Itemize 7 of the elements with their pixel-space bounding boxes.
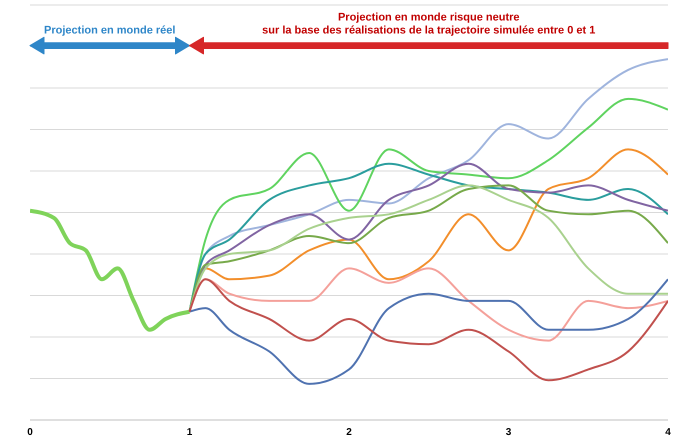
x-tick-label: 1 (186, 427, 193, 438)
x-tick-label: 3 (506, 427, 512, 438)
text: Projection en monde risque neutre sur la base des réalisations de la trajectoire simulée entre 0 et 1 (262, 11, 596, 36)
x-tick-label: 0 (27, 427, 34, 438)
x-tick-label: 2 (346, 427, 352, 438)
x-tick-label: 4 (665, 427, 672, 438)
text: Projection en monde réel (44, 24, 176, 36)
